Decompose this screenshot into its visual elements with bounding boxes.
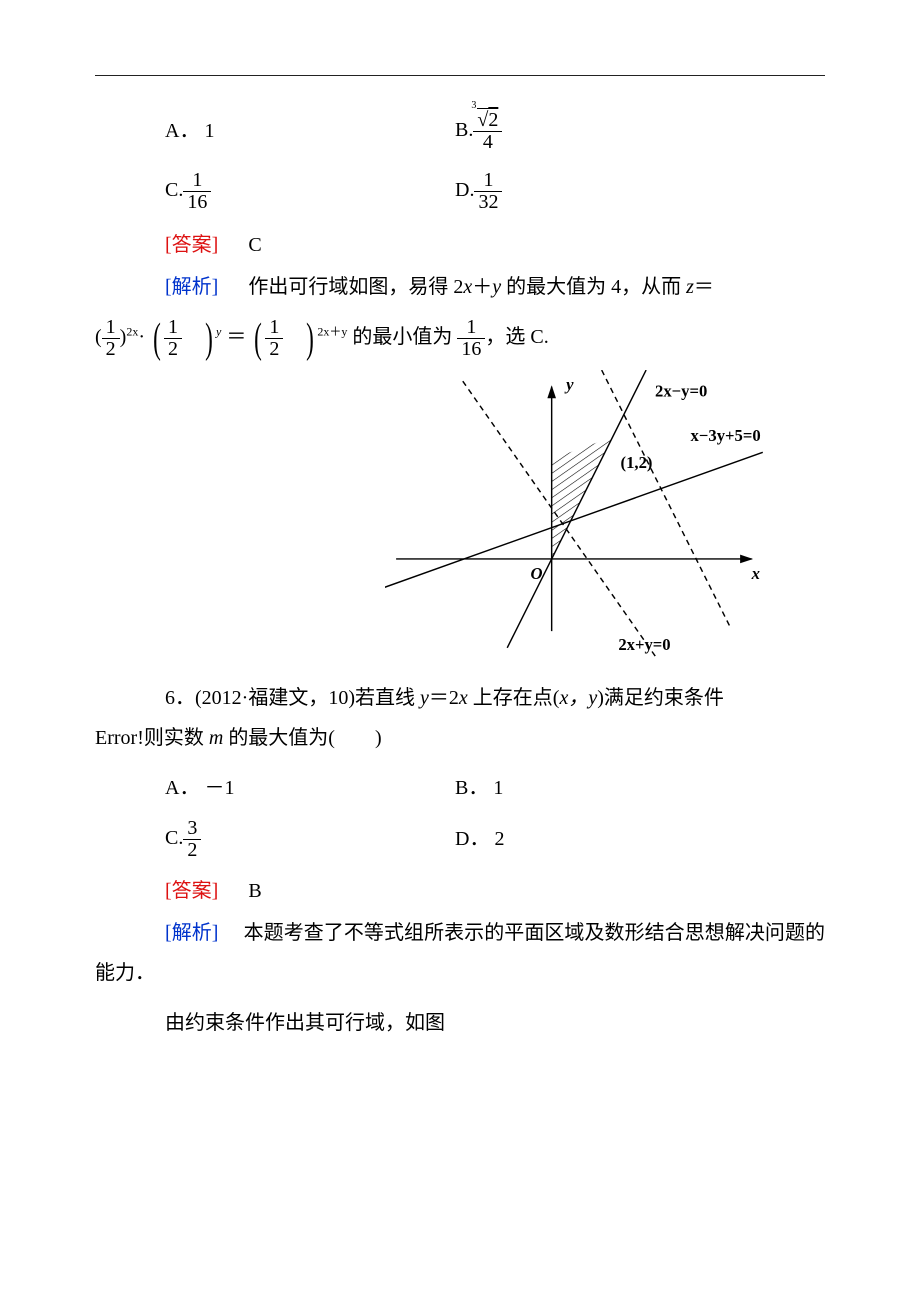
exp1: 2x <box>126 324 138 338</box>
p6-text-d: 则实数 <box>144 727 209 749</box>
svg-text:2x−y=0: 2x−y=0 <box>655 382 707 401</box>
p6-text-a: 若直线 <box>355 687 420 709</box>
p6-B-value: 1 <box>493 777 503 799</box>
exp2: y <box>216 324 221 338</box>
svg-text:x−3y+5=0: x−3y+5=0 <box>691 426 761 445</box>
p6-analysis-para2: 由约束条件作出其可行域，如图 <box>95 1003 825 1043</box>
p6-pt: x，y <box>559 687 597 709</box>
exp3: 2x＋y <box>317 324 347 338</box>
p5-option-D: D. 1 32 <box>455 170 502 213</box>
p5-analysis-eq: (12)2x· (12 )y ＝ (12 )2x＋y 的最小值为 116，选 C… <box>95 317 825 360</box>
p5-option-C: C. 1 16 <box>165 170 455 213</box>
p5-A-value: 1 <box>204 120 214 142</box>
p6-option-D: D． 2 <box>455 829 504 849</box>
p5-option-A: A． 1 <box>165 121 455 141</box>
p5-C-num: 1 <box>183 170 211 192</box>
p5-analysis-para1: [解析] 作出可行域如图，易得 2x＋y 的最大值为 4，从而 z＝ <box>95 267 825 307</box>
p5-answer-line: [答案] C <box>165 228 825 257</box>
p6-options-row1: A． －1 B． 1 <box>165 768 825 808</box>
p6-x: x <box>459 687 468 709</box>
p6-D-value: 2 <box>494 828 504 850</box>
eq-tail: ，选 C. <box>485 326 548 348</box>
p6-option-B: B． 1 <box>455 778 503 798</box>
p5-answer-value: C <box>248 234 261 256</box>
frac-den: 2 <box>164 339 182 360</box>
p5-answer-label: [答案] <box>165 234 218 256</box>
p5-D-prefix: D. <box>455 179 474 201</box>
svg-text:y: y <box>564 375 574 394</box>
p6-coeff: 2 <box>449 687 459 709</box>
p6-analysis-label: [解析] <box>165 922 218 944</box>
p5-figure: 2x−y=0 x−3y+5=0 2x+y=0 (1,2) O x y <box>385 370 785 659</box>
svg-text:O: O <box>531 564 543 583</box>
p5-options-row2: C. 1 16 D. 1 32 <box>165 164 825 218</box>
p6-options-row2: C. 3 2 D． 2 <box>165 814 825 864</box>
p6-C-den: 2 <box>183 840 201 861</box>
frac-den: 2 <box>102 339 120 360</box>
p6-C-prefix: C. <box>165 827 183 849</box>
p5-analysis-text-a: 作出可行域如图，易得 2 <box>248 276 463 298</box>
min-den: 16 <box>457 339 485 360</box>
p5-B-fraction: 3 √2 4 <box>473 110 502 153</box>
p6-analysis-text2: 由约束条件作出其可行域，如图 <box>165 1012 445 1034</box>
p6-stem: 6．(2012·福建文，10)若直线 y＝2x 上存在点(x，y)满足约束条件 … <box>95 678 825 758</box>
p6-C-num: 3 <box>183 818 201 840</box>
svg-text:2x+y=0: 2x+y=0 <box>618 635 670 654</box>
p5-C-fraction: 1 16 <box>183 170 211 213</box>
p5-D-num: 1 <box>474 170 502 192</box>
p5-B-prefix: B. <box>455 119 473 141</box>
p6-eq: ＝ <box>429 687 449 709</box>
min-num: 1 <box>457 317 485 339</box>
p6-y: y <box>420 687 429 709</box>
p6-option-A: A． －1 <box>165 778 455 798</box>
p6-index: 6． <box>165 687 195 709</box>
p5-options-row1: A． 1 B. 3 √2 4 <box>165 104 825 158</box>
p5-D-fraction: 1 32 <box>474 170 502 213</box>
frac-num: 1 <box>164 317 182 339</box>
p5-B-root-index: 3 <box>471 101 476 112</box>
p6-option-C: C. 3 2 <box>165 818 455 861</box>
p6-A-prefix: A． <box>165 777 199 799</box>
frac-num: 1 <box>102 317 120 339</box>
page: A． 1 B. 3 √2 4 C. 1 16 D. 1 32 <box>0 0 920 1302</box>
p6-analysis-para: [解析] 本题考查了不等式组所表示的平面区域及数形结合思想解决问题的能力． <box>95 913 825 993</box>
svg-text:x: x <box>751 564 760 583</box>
p6-D-prefix: D． <box>455 828 489 850</box>
frac-den: 2 <box>265 339 283 360</box>
p6-B-prefix: B． <box>455 777 488 799</box>
p6-answer-line: [答案] B <box>165 874 825 903</box>
p5-D-den: 32 <box>474 192 502 213</box>
p6-C-fraction: 3 2 <box>183 818 201 861</box>
svg-text:(1,2): (1,2) <box>621 453 653 472</box>
p5-analysis-text-b: 的最大值为 4，从而 <box>501 276 686 298</box>
p6-answer-label: [答案] <box>165 880 218 902</box>
frac-num: 1 <box>265 317 283 339</box>
p5-option-B: B. 3 √2 4 <box>455 110 502 153</box>
p5-B-den: 4 <box>473 132 502 153</box>
min-text: 的最小值为 <box>352 326 452 348</box>
p5-analysis-label: [解析] <box>165 276 218 298</box>
p5-C-prefix: C. <box>165 179 183 201</box>
p6-m: m <box>209 727 223 749</box>
p6-text-b: 上存在点( <box>468 687 560 709</box>
p5-A-prefix: A． <box>165 120 199 142</box>
p6-answer-value: B <box>248 880 261 902</box>
p6-A-value: －1 <box>204 777 234 799</box>
p6-text-e: 的最大值为( ) <box>223 727 381 749</box>
p5-C-den: 16 <box>183 192 211 213</box>
p5-B-radicand: 2 <box>488 109 498 131</box>
p6-source: (2012·福建文，10) <box>195 687 355 709</box>
top-rule <box>95 75 825 76</box>
p5-figure-wrap: 2x−y=0 x−3y+5=0 2x+y=0 (1,2) O x y <box>95 370 825 664</box>
